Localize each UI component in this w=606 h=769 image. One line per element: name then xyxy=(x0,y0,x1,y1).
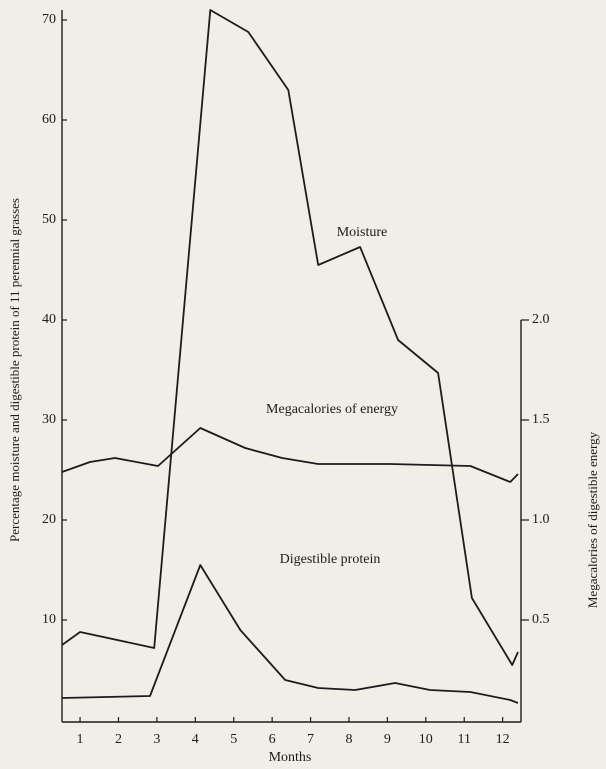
x-tick-label: 12 xyxy=(496,732,510,747)
y-tick-label: 50 xyxy=(42,212,56,227)
series-line xyxy=(61,564,519,704)
series-line xyxy=(61,427,519,483)
y-tick-label: 10 xyxy=(42,612,56,627)
y2-axis-label: Megacalories of digestible energy xyxy=(585,431,600,608)
y-axis-label: Percentage moisture and digestible prote… xyxy=(7,198,22,542)
x-tick-label: 1 xyxy=(77,732,84,747)
x-tick-label: 11 xyxy=(457,732,470,747)
series-label: Moisture xyxy=(337,225,388,240)
y2-tick-label: 2.0 xyxy=(532,312,550,327)
x-tick-label: 10 xyxy=(419,732,433,747)
y-tick-label: 70 xyxy=(42,12,56,27)
y-tick-label: 30 xyxy=(42,412,56,427)
x-tick-label: 4 xyxy=(192,732,199,747)
series-line xyxy=(61,9,519,666)
x-tick-label: 5 xyxy=(230,732,237,747)
x-tick-label: 9 xyxy=(384,732,391,747)
y2-tick-label: 1.0 xyxy=(532,512,550,527)
x-tick-label: 2 xyxy=(115,732,122,747)
x-tick-label: 8 xyxy=(345,732,352,747)
x-tick-label: 6 xyxy=(269,732,276,747)
y2-tick-label: 1.5 xyxy=(532,412,550,427)
series-label: Megacalories of energy xyxy=(266,402,398,417)
y-tick-label: 60 xyxy=(42,112,56,127)
x-tick-label: 3 xyxy=(153,732,160,747)
y-tick-label: 20 xyxy=(42,512,56,527)
series-label: Digestible protein xyxy=(280,552,381,567)
y2-tick-label: 0.5 xyxy=(532,612,550,627)
y-tick-label: 40 xyxy=(42,312,56,327)
x-tick-label: 7 xyxy=(307,732,314,747)
x-axis-label: Months xyxy=(269,750,312,765)
